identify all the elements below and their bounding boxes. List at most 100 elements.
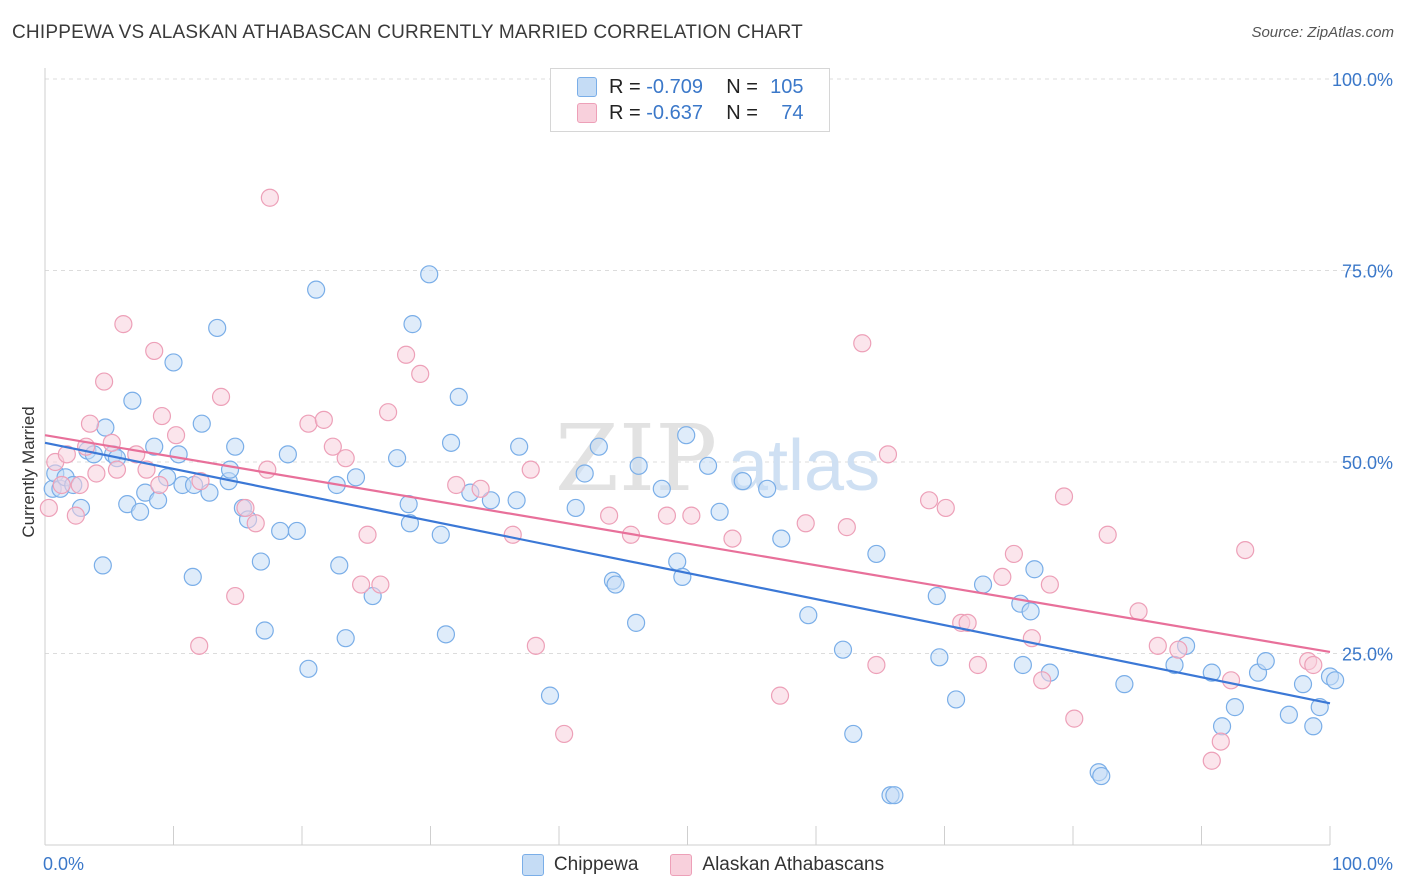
source-label: Source: ZipAtlas.com: [1251, 24, 1394, 41]
chart-title: CHIPPEWA VS ALASKAN ATHABASCAN CURRENTLY…: [12, 22, 803, 43]
data-point-chippewa: [403, 315, 422, 334]
data-point-alaskan-athabascans: [166, 426, 186, 445]
y-tick-label: 75.0%: [1342, 262, 1393, 282]
data-point-alaskan-athabascans: [1221, 671, 1241, 690]
data-point-alaskan-athabascans: [521, 460, 540, 479]
data-point-chippewa: [626, 613, 646, 632]
trend-line-chippewa: [44, 441, 1331, 705]
data-point-alaskan-athabascans: [371, 575, 390, 594]
data-point-chippewa: [336, 629, 355, 648]
trend-line-alaskan-athabascans: [44, 434, 1331, 654]
data-point-alaskan-athabascans: [39, 498, 58, 518]
data-point-chippewa: [145, 437, 164, 456]
data-point-alaskan-athabascans: [80, 414, 100, 433]
data-point-alaskan-athabascans: [657, 506, 677, 525]
data-point-alaskan-athabascans: [1211, 732, 1230, 751]
data-point-alaskan-athabascans: [878, 445, 898, 464]
data-point-chippewa: [885, 786, 904, 805]
data-point-chippewa: [307, 280, 326, 299]
data-point-chippewa: [867, 544, 886, 564]
legend-row-alaskan-athabascans: R = -0.637 N = 74: [577, 100, 804, 126]
watermark-atlas: atlas: [728, 426, 880, 506]
data-point-chippewa: [1256, 652, 1275, 671]
data-point-chippewa: [400, 514, 420, 533]
data-point-alaskan-athabascans: [1169, 640, 1188, 659]
data-point-chippewa: [652, 479, 671, 498]
data-point-alaskan-athabascans: [299, 414, 318, 433]
data-point-chippewa: [1013, 655, 1032, 675]
data-point-alaskan-athabascans: [70, 475, 89, 495]
legend-r-value-alaskan-athabascans: -0.637: [646, 101, 703, 124]
data-point-alaskan-athabascans: [1148, 636, 1167, 655]
data-point-alaskan-athabascans: [1040, 575, 1059, 594]
data-point-chippewa: [271, 521, 290, 541]
data-point-alaskan-athabascans: [993, 567, 1012, 587]
data-point-chippewa: [710, 502, 729, 521]
data-point-chippewa: [629, 456, 648, 475]
data-point-chippewa: [973, 575, 993, 594]
data-point-alaskan-athabascans: [152, 406, 172, 426]
y-axis-label: Currently Married: [19, 406, 38, 537]
legend-r-label: R =: [609, 101, 641, 124]
data-point-alaskan-athabascans: [236, 498, 255, 518]
data-point-chippewa: [208, 318, 227, 338]
legend-n-value-chippewa: 105: [770, 75, 804, 98]
data-point-alaskan-athabascans: [378, 403, 398, 422]
data-point-alaskan-athabascans: [246, 514, 265, 533]
data-point-chippewa: [927, 586, 946, 606]
data-point-chippewa: [575, 464, 594, 483]
series-legend-chippewa[interactable]: Chippewa: [521, 854, 638, 876]
data-point-chippewa: [346, 468, 366, 487]
data-point-alaskan-athabascans: [102, 433, 121, 452]
x-tick-label: 100.0%: [1332, 854, 1393, 874]
y-tick-label: 50.0%: [1342, 453, 1393, 473]
watermark: ZIP atlas: [555, 405, 880, 512]
data-point-alaskan-athabascans: [52, 475, 71, 495]
data-point-chippewa: [930, 648, 949, 667]
data-point-alaskan-athabascans: [1202, 751, 1221, 770]
data-point-alaskan-athabascans: [190, 636, 209, 655]
data-point-alaskan-athabascans: [526, 636, 545, 655]
data-point-chippewa: [698, 456, 718, 475]
y-tick-label: 25.0%: [1342, 645, 1393, 665]
data-point-alaskan-athabascans: [226, 586, 245, 606]
data-point-alaskan-athabascans: [919, 491, 939, 510]
data-point-chippewa: [1225, 698, 1245, 717]
data-point-chippewa: [93, 556, 112, 575]
data-point-alaskan-athabascans: [867, 655, 886, 675]
data-point-alaskan-athabascans: [555, 724, 574, 744]
data-point-alaskan-athabascans: [150, 475, 169, 495]
data-point-alaskan-athabascans: [137, 460, 156, 479]
series-swatch-chippewa: [521, 854, 544, 876]
data-point-chippewa: [758, 479, 777, 498]
data-point-chippewa: [844, 724, 863, 744]
series-legend: Chippewa Alaskan Athabascans: [0, 852, 1406, 878]
data-point-chippewa: [1304, 717, 1323, 736]
legend-n-label: N =: [726, 75, 758, 98]
data-point-alaskan-athabascans: [358, 525, 377, 544]
legend-r-label: R =: [609, 75, 641, 98]
series-legend-alaskan-athabascans[interactable]: Alaskan Athabascans: [670, 854, 884, 876]
data-point-alaskan-athabascans: [796, 514, 815, 533]
data-point-alaskan-athabascans: [471, 479, 490, 498]
data-point-alaskan-athabascans: [107, 460, 127, 479]
data-point-chippewa: [1212, 717, 1232, 736]
data-point-chippewa: [287, 521, 306, 541]
data-point-alaskan-athabascans: [853, 334, 872, 353]
data-point-chippewa: [1326, 671, 1345, 690]
data-point-alaskan-athabascans: [958, 613, 977, 632]
data-point-chippewa: [169, 445, 188, 464]
data-point-chippewa: [251, 552, 270, 571]
data-point-chippewa: [130, 502, 150, 521]
data-point-chippewa: [566, 498, 585, 518]
legend-swatch-chippewa: [577, 77, 597, 97]
data-point-alaskan-athabascans: [447, 475, 466, 495]
data-point-chippewa: [192, 414, 211, 433]
data-point-chippewa: [507, 491, 526, 510]
data-point-alaskan-athabascans: [145, 341, 164, 361]
data-point-chippewa: [255, 621, 274, 640]
x-tick-label: 0.0%: [43, 854, 84, 874]
data-point-alaskan-athabascans: [396, 345, 416, 364]
data-point-chippewa: [1279, 705, 1298, 724]
data-point-chippewa: [387, 449, 407, 468]
